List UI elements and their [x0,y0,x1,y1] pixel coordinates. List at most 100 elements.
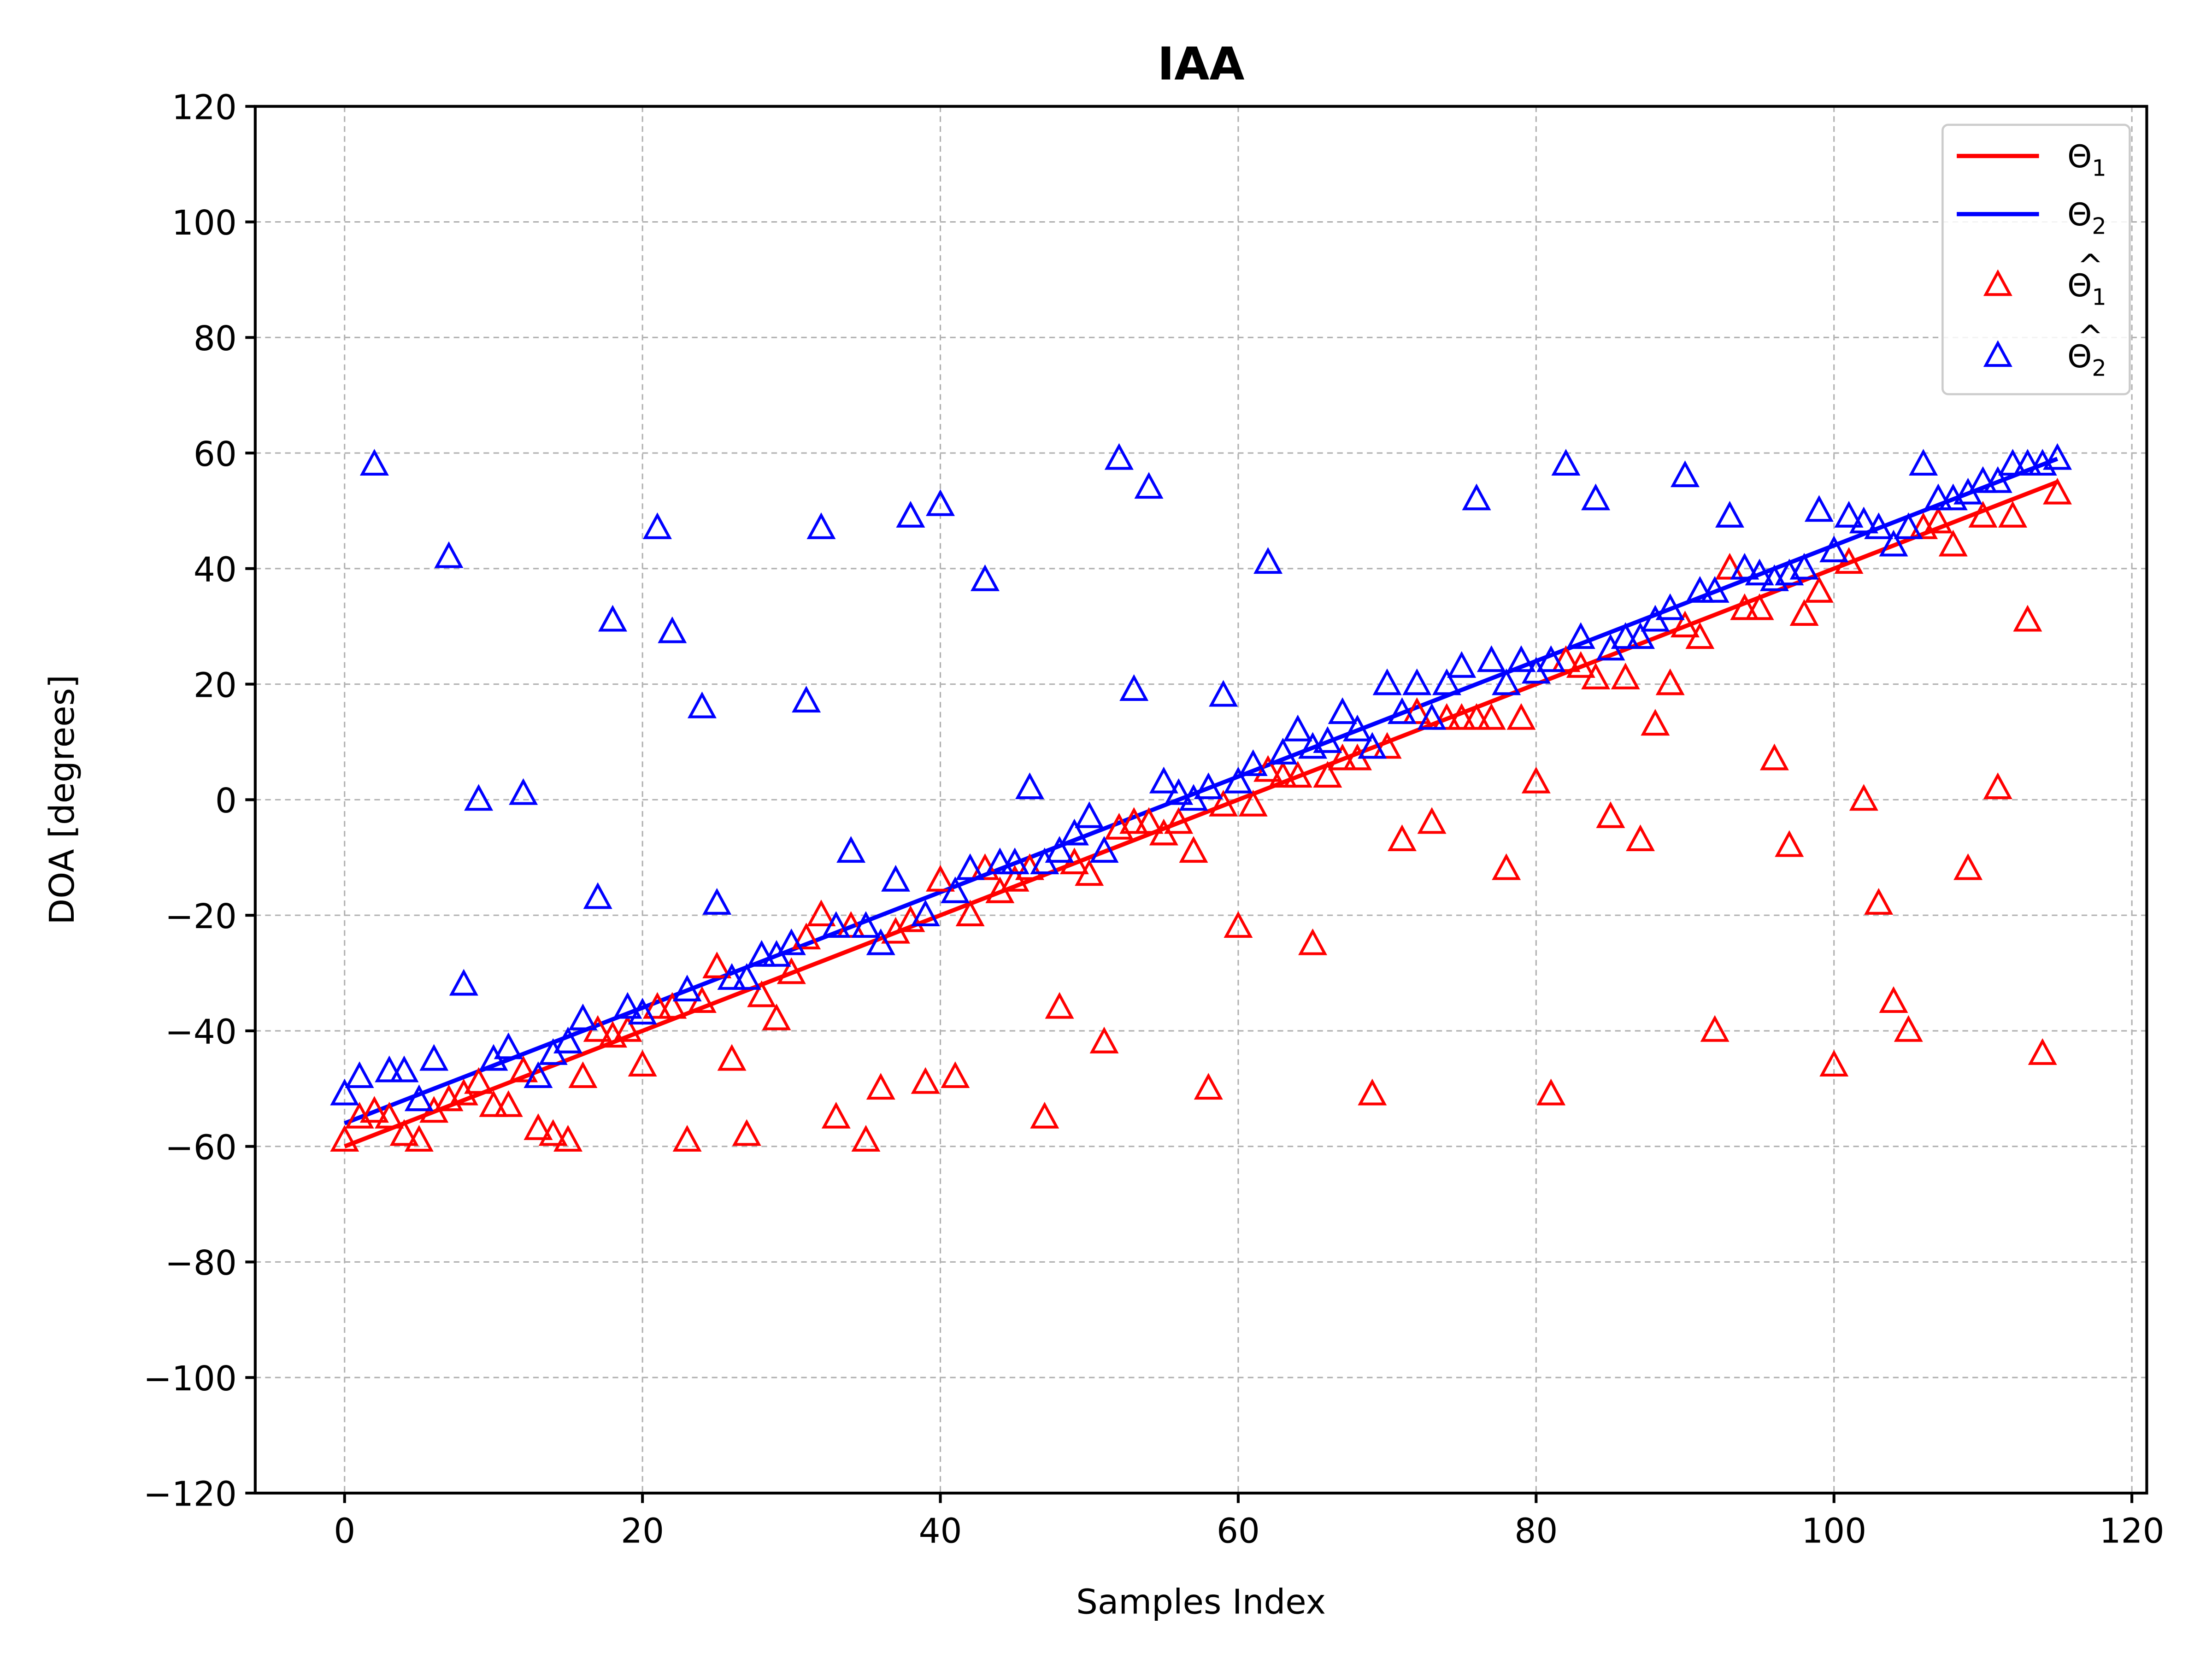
y-tick-label: −60 [165,1128,237,1167]
data-point-4 [1745,559,1774,586]
data-point-4 [1387,697,1417,724]
data-point-4 [449,969,478,996]
data-point-3 [1179,836,1208,863]
data-point-3 [1238,789,1268,817]
data-point-3 [702,951,732,978]
data-point-4 [1194,772,1223,800]
data-point-4 [1075,801,1104,828]
data-point-3 [1938,529,1968,557]
data-point-3 [1879,986,1908,1013]
data-point-4 [926,489,955,516]
data-point-4 [598,605,627,632]
data-point-3 [1298,928,1328,955]
series-line-1 [344,480,2059,1148]
data-point-3 [404,1124,434,1152]
data-point-3 [1655,668,1685,695]
data-point-3 [1924,506,1953,534]
data-point-4 [1998,449,2028,476]
data-point-3 [2043,477,2072,505]
data-point-4 [1432,668,1461,695]
y-tick-label: −20 [165,897,237,936]
plot-series [330,443,2072,1152]
data-point-3 [359,1096,389,1123]
data-point-4 [1268,737,1298,765]
data-point-3 [1164,807,1194,834]
data-point-4 [687,691,717,718]
data-point-3 [1119,807,1149,834]
data-point-4 [553,1026,583,1053]
data-point-4 [985,847,1015,875]
data-point-3 [1462,703,1491,730]
data-point-4 [1402,668,1432,695]
data-point-3 [1730,593,1759,620]
data-point-4 [1715,500,1744,528]
data-point-4 [642,512,672,539]
data-point-3 [1224,911,1253,938]
data-point-3 [1566,651,1595,678]
data-point-4 [1730,553,1759,580]
x-tick-label: 120 [2100,1512,2165,1551]
data-point-3 [568,1061,598,1088]
data-point-4 [2013,449,2042,476]
data-point-3 [1804,576,1834,603]
data-point-3 [1075,859,1104,886]
data-point-4 [747,940,777,967]
data-point-3 [479,1090,508,1117]
data-point-4 [1358,732,1387,759]
data-point-3 [2028,1038,2057,1065]
x-axis-label: Samples Index [1076,1583,1326,1622]
data-point-4 [1789,553,1819,580]
data-point-3 [1998,500,2028,528]
data-point-4 [1283,714,1312,741]
data-point-4 [583,882,612,909]
data-point-4 [851,911,881,938]
data-point-4 [1671,460,1700,488]
y-tick-label: 20 [194,665,237,705]
data-point-3 [1358,1078,1387,1106]
legend-marker-swatch [1983,340,2012,367]
y-tick-label: 80 [194,319,237,359]
data-point-4 [1000,847,1030,875]
data-point-3 [926,865,955,892]
data-point-3 [375,1101,404,1129]
x-tick-label: 40 [919,1512,962,1551]
y-axis-label: DOA [degrees] [42,675,82,924]
data-point-3 [1417,807,1447,834]
data-point-3 [955,899,985,926]
data-point-4 [792,686,821,713]
data-point-3 [717,1044,747,1071]
data-point-4 [1551,449,1581,476]
data-point-4 [1879,529,1908,557]
data-point-3 [1789,599,1819,626]
data-point-3 [524,1113,553,1140]
data-point-3 [732,1119,761,1146]
data-point-4 [1372,668,1402,695]
data-point-3 [1194,1073,1223,1100]
data-point-3 [494,1090,523,1117]
data-point-3 [1030,1101,1059,1129]
data-point-4 [881,865,911,892]
data-point-4 [1700,576,1730,603]
data-point-3 [792,923,821,950]
data-point-3 [747,980,777,1007]
data-point-4 [866,928,895,955]
data-point-3 [1581,662,1611,689]
data-point-3 [866,1073,895,1100]
data-point-3 [777,957,806,984]
data-point-4 [836,836,866,863]
data-point-4 [1209,680,1238,707]
x-tick-label: 0 [334,1512,355,1551]
data-point-4 [494,1032,523,1059]
legend-label: Θ2 [2067,338,2106,381]
data-point-3 [1715,553,1744,580]
data-point-3 [1775,830,1804,857]
data-point-4 [1462,483,1491,511]
data-point-4 [1164,778,1194,805]
data-point-3 [1492,853,1521,880]
data-point-3 [553,1124,583,1152]
data-point-4 [806,512,836,539]
data-point-3 [1626,824,1655,851]
data-point-4 [464,784,494,811]
legend-marker-swatch [1983,269,2012,296]
